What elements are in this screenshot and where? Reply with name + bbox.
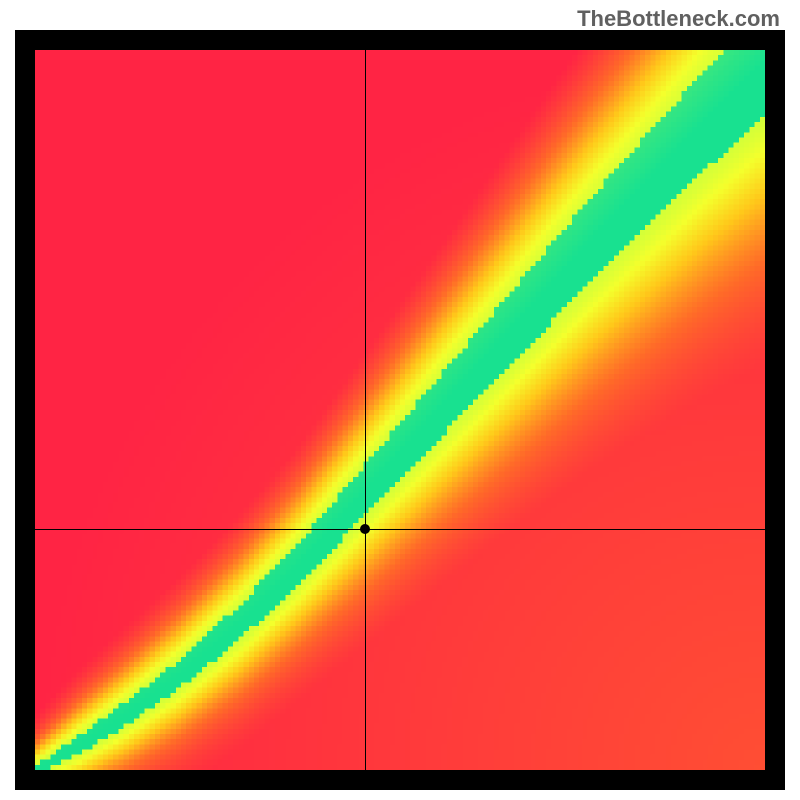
plot-area [35, 50, 765, 770]
crosshair-horizontal [35, 529, 765, 530]
crosshair-vertical [365, 50, 366, 770]
heatmap-canvas [35, 50, 765, 770]
watermark-text: TheBottleneck.com [577, 6, 780, 32]
chart-frame [15, 30, 785, 790]
chart-container: TheBottleneck.com [0, 0, 800, 800]
marker-dot [360, 524, 370, 534]
